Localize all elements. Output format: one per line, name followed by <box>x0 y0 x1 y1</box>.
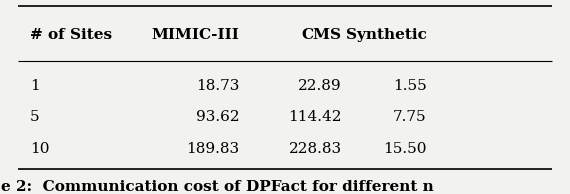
Text: 114.42: 114.42 <box>288 110 342 124</box>
Text: 189.83: 189.83 <box>186 142 239 156</box>
Text: 5: 5 <box>30 110 39 124</box>
Text: 228.83: 228.83 <box>288 142 342 156</box>
Text: 1.55: 1.55 <box>393 79 427 93</box>
Text: 93.62: 93.62 <box>196 110 239 124</box>
Text: MIMIC-III: MIMIC-III <box>152 28 239 42</box>
Text: 1: 1 <box>30 79 39 93</box>
Text: # of Sites: # of Sites <box>30 28 112 42</box>
Text: CMS: CMS <box>302 28 342 42</box>
Text: 18.73: 18.73 <box>196 79 239 93</box>
Text: 10: 10 <box>30 142 49 156</box>
Text: Synthetic: Synthetic <box>346 28 427 42</box>
Text: 15.50: 15.50 <box>383 142 427 156</box>
Text: 7.75: 7.75 <box>393 110 427 124</box>
Text: 22.89: 22.89 <box>298 79 342 93</box>
Text: e 2:  Communication cost of DPFact for different n: e 2: Communication cost of DPFact for di… <box>1 180 434 194</box>
